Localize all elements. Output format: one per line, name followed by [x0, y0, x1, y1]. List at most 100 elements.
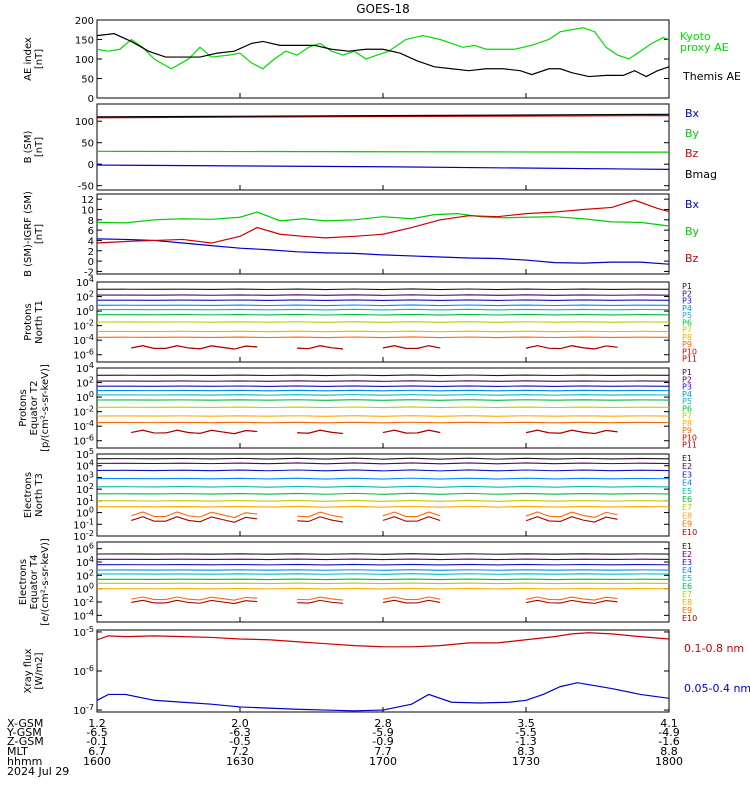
channel-line — [297, 516, 344, 523]
ylabel-line: Protons — [23, 303, 34, 340]
legend-p10: P10 — [682, 433, 697, 442]
footer-hhmm-value: 1730 — [512, 755, 540, 768]
legend-p10: P10 — [682, 347, 697, 356]
footer-hhmm-value: 1700 — [369, 755, 397, 768]
ytick-label: 4 — [88, 236, 94, 247]
ytick-label: 6 — [88, 226, 94, 237]
ytick-label: 10-4 — [73, 333, 94, 347]
footer-mlt-value: 6.7 — [88, 745, 106, 758]
panel-8: 10-5 10-6 10-7 Xray flux [W/m2] 0.1-0.8 nm 0.0… — [23, 625, 750, 717]
ylabel-line: [nT] — [34, 224, 45, 244]
channel-line — [96, 477, 670, 480]
series-line — [96, 238, 670, 265]
legend-p9: P9 — [682, 340, 692, 349]
ytick-label: 10-2 — [73, 319, 94, 333]
channel-line — [382, 345, 441, 350]
ytick-label: 10-1 — [73, 517, 94, 531]
legend-e2: E2 — [682, 550, 692, 559]
legend-e9: E9 — [682, 520, 692, 529]
legend-e4: E4 — [682, 479, 692, 488]
ytick-label: 10-2 — [73, 595, 94, 609]
footer-x-gsm-value: 1.2 — [88, 717, 106, 730]
ylabel-line: North T1 — [34, 300, 45, 344]
legend-p7: P7 — [682, 412, 692, 421]
ytick-label: 10-4 — [73, 608, 94, 622]
legend-p2: P2 — [682, 375, 692, 384]
footer-z-gsm-value: -0.5 — [229, 735, 250, 748]
channel-line — [131, 516, 258, 523]
legend-p11: P11 — [682, 441, 697, 450]
ylabel-line: Electrons — [18, 559, 29, 605]
series-line — [96, 199, 670, 244]
channel-line — [96, 304, 670, 307]
series-line — [96, 632, 670, 648]
legend-p2: P2 — [682, 289, 692, 298]
footer-y-gsm-value: -5.5 — [515, 726, 536, 739]
series-line — [96, 113, 670, 118]
ytick-label: 2 — [88, 247, 94, 258]
legend-e2: E2 — [682, 462, 692, 471]
ytick-label: 100 — [76, 304, 94, 318]
ytick-label: 102 — [76, 290, 94, 304]
channel-line — [96, 330, 670, 333]
ylabel-line: AE index — [23, 37, 34, 81]
ytick-label: 101 — [76, 494, 94, 508]
channel-line — [96, 399, 670, 401]
ylabel-line: Equator T4 — [29, 555, 40, 610]
legend-bz: Bz — [685, 252, 699, 265]
channel-line — [297, 429, 344, 435]
ytick-label: 103 — [76, 470, 94, 484]
ytick-label: 10-6 — [73, 434, 94, 448]
channel-line — [96, 374, 670, 377]
ylabel-line: [nT] — [34, 137, 45, 157]
footer-mlt-value: 8.8 — [660, 745, 678, 758]
channel-line — [96, 578, 670, 581]
footer-z-gsm-value: -0.9 — [372, 735, 393, 748]
ytick-label: 104 — [76, 361, 94, 375]
ytick-label: 10-4 — [73, 419, 94, 433]
footer-z-gsm-value: -1.6 — [658, 735, 679, 748]
channel-line — [131, 345, 258, 350]
ylabel-line: [W/m2] — [34, 652, 45, 689]
ytick-label: 104 — [76, 459, 94, 473]
legend-kyoto: proxy AE — [680, 41, 729, 54]
footer-hhmm-value: 1630 — [226, 755, 254, 768]
ytick-label: 100 — [75, 117, 94, 128]
series-line — [96, 33, 670, 78]
ytick-label: 50 — [81, 139, 94, 150]
channel-line — [96, 299, 670, 302]
ytick-label: 10-5 — [73, 625, 94, 639]
legend-e7: E7 — [682, 503, 692, 512]
legend-by: By — [685, 225, 700, 238]
legend-themis: Themis AE — [682, 70, 741, 83]
ylabel-line: Xray flux — [23, 649, 34, 694]
legend-e5: E5 — [682, 574, 692, 583]
legend-bx: Bx — [685, 198, 700, 211]
panel-frame — [96, 19, 670, 99]
channel-line — [297, 511, 344, 518]
ytick-label: 150 — [75, 36, 94, 47]
channel-line — [96, 288, 670, 291]
footer-y-gsm-value: -4.9 — [658, 726, 679, 739]
legend-bz: Bz — [685, 147, 699, 160]
footer-mlt-value: 7.7 — [374, 745, 392, 758]
footer-mlt-value: 8.3 — [517, 745, 535, 758]
channel-line — [96, 492, 670, 495]
ytick-label: 104 — [76, 275, 94, 289]
series-line — [96, 164, 670, 170]
legend-p8: P8 — [682, 419, 692, 428]
channel-line — [297, 345, 344, 350]
series-line — [96, 211, 670, 227]
footer-z-gsm-value: -0.1 — [86, 735, 107, 748]
ytick-label: 10 — [81, 205, 94, 216]
footer-mlt-value: 7.2 — [231, 745, 249, 758]
legend-xray-long: 0.1-0.8 nm — [684, 642, 744, 655]
footer-row-label: X-GSM — [7, 717, 43, 730]
legend-p1: P1 — [682, 282, 692, 291]
ytick-label: 100 — [76, 506, 94, 520]
channel-line — [96, 457, 670, 460]
legend-p3: P3 — [682, 383, 692, 392]
channel-line — [382, 429, 441, 434]
